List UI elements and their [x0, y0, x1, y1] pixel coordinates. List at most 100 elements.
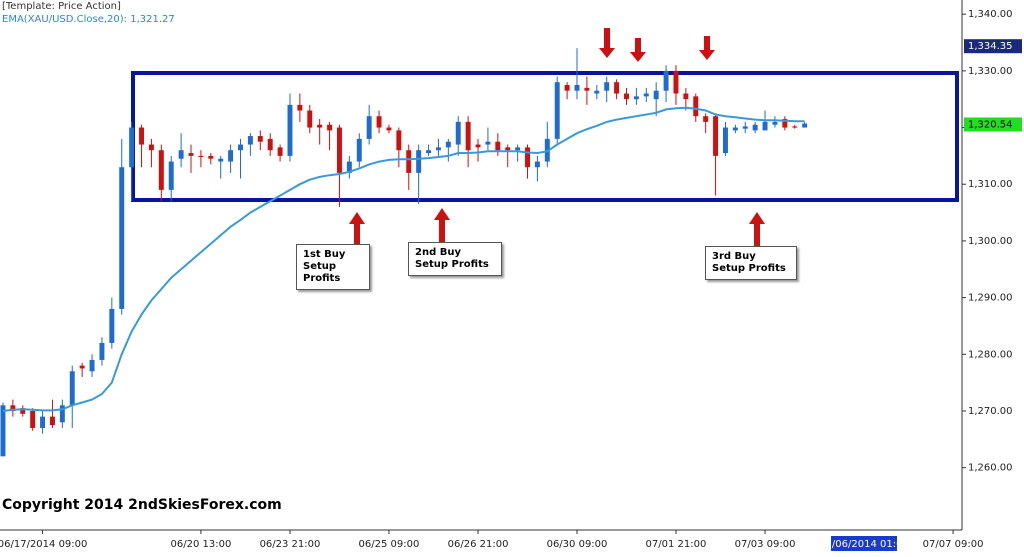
- candle-body: [178, 150, 184, 159]
- candle-body: [327, 124, 333, 131]
- candle-body: [574, 85, 580, 91]
- arrows: [349, 28, 765, 246]
- y-tick-label: 1,300.00: [968, 236, 1013, 247]
- candle-body: [89, 359, 95, 372]
- candle-body: [426, 150, 432, 154]
- candle-body: [584, 87, 590, 91]
- x-tick-label: 06/25 09:00: [359, 539, 420, 550]
- x-tick-label: 07/01 21:00: [646, 539, 707, 550]
- candle-body: [356, 138, 362, 162]
- candle-body: [406, 150, 412, 173]
- candle-body: [99, 342, 105, 360]
- candle-body: [0, 405, 6, 457]
- range-box: [131, 71, 959, 202]
- candle-body: [722, 127, 728, 154]
- y-tick-label: 1,340.00: [968, 9, 1013, 20]
- candle-body: [208, 155, 214, 159]
- cursor-label: 07/06/2014 01:00: [819, 539, 909, 550]
- candle-body: [633, 96, 639, 100]
- candle-body: [534, 161, 540, 168]
- candle-body: [703, 116, 709, 122]
- price-tag: [964, 117, 1022, 132]
- candle-body: [40, 416, 46, 428]
- candle-body: [119, 167, 125, 309]
- candle-body: [515, 147, 521, 151]
- candle-body: [10, 405, 16, 411]
- y-tick-label: 1,290.00: [968, 293, 1013, 304]
- candle-body: [693, 96, 699, 117]
- candle-body: [485, 141, 491, 145]
- x-tick-label: 06/23 21:00: [260, 539, 321, 550]
- candle-body: [475, 144, 481, 148]
- annotation: 3rd Buy Setup Profits: [705, 246, 797, 280]
- price-tag-label: 1,320.54: [968, 119, 1013, 130]
- candle-body: [772, 121, 778, 125]
- candle-body: [663, 70, 669, 91]
- candle-body: [762, 121, 768, 131]
- candle-body: [287, 104, 293, 156]
- candle-body: [802, 123, 808, 128]
- ema-label: EMA(XAU/USD.Close,20): 1,321.27: [2, 14, 175, 25]
- up-arrow: [349, 212, 365, 244]
- candle-body: [79, 365, 85, 369]
- candle-body: [228, 150, 234, 162]
- candle-body: [673, 70, 679, 94]
- candle-body: [713, 116, 719, 156]
- candle-body: [366, 116, 372, 139]
- candle-body: [257, 136, 263, 142]
- x-tick-label: 06/20 13:00: [170, 539, 231, 550]
- down-arrow: [699, 36, 715, 60]
- ema-line: [2, 106, 805, 412]
- candle-body: [554, 82, 560, 139]
- candle-body: [495, 141, 501, 151]
- candle-body: [525, 147, 530, 168]
- x-tick-label: 06/26 21:00: [448, 539, 509, 550]
- candle-body: [218, 158, 224, 162]
- candle-body: [30, 410, 36, 428]
- candle-body: [317, 124, 323, 128]
- candle-body: [653, 90, 659, 100]
- annotation: 2nd Buy Setup Profits: [408, 242, 502, 276]
- candle-body: [505, 147, 511, 151]
- y-tick-label: 1,310.00: [968, 179, 1013, 190]
- candle-body: [109, 308, 115, 343]
- y-tick-label: 1,280.00: [968, 349, 1013, 360]
- price-tag-label: 1,334.35: [968, 41, 1013, 52]
- candle-body: [386, 127, 392, 131]
- candle-body: [188, 153, 194, 156]
- candle-body: [683, 93, 689, 100]
- candle-body: [435, 147, 441, 151]
- y-tick-label: 1,270.00: [968, 406, 1013, 417]
- candle-body: [297, 104, 303, 111]
- down-arrow: [630, 38, 646, 62]
- candle-body: [148, 144, 154, 151]
- candle-body: [624, 93, 629, 100]
- candle-body: [267, 138, 273, 151]
- candle-body: [742, 126, 748, 129]
- y-tick-label: 1,330.00: [968, 66, 1013, 77]
- cursor-label-bg: [831, 536, 898, 551]
- x-tick-label: 07/03 09:00: [735, 539, 796, 550]
- candle-body: [59, 405, 65, 423]
- candle-body: [416, 150, 422, 173]
- candle-body: [238, 144, 243, 151]
- candle-body: [614, 82, 620, 94]
- candle-body: [346, 161, 352, 173]
- candle-body: [396, 130, 402, 151]
- candle-body: [465, 121, 471, 151]
- candle-body: [20, 408, 26, 414]
- candle-body: [139, 127, 145, 145]
- candle-body: [594, 90, 600, 94]
- down-arrow: [599, 28, 615, 58]
- up-arrow: [749, 212, 765, 246]
- candle-body: [49, 416, 55, 426]
- candle-body: [336, 127, 342, 173]
- x-tick-label: 07/07 09:00: [923, 539, 984, 550]
- candle-body: [455, 121, 461, 145]
- y-tick-label: 1,260.00: [968, 463, 1013, 474]
- candle-body: [643, 93, 649, 97]
- candle-body: [782, 119, 788, 128]
- candle-body: [752, 124, 758, 131]
